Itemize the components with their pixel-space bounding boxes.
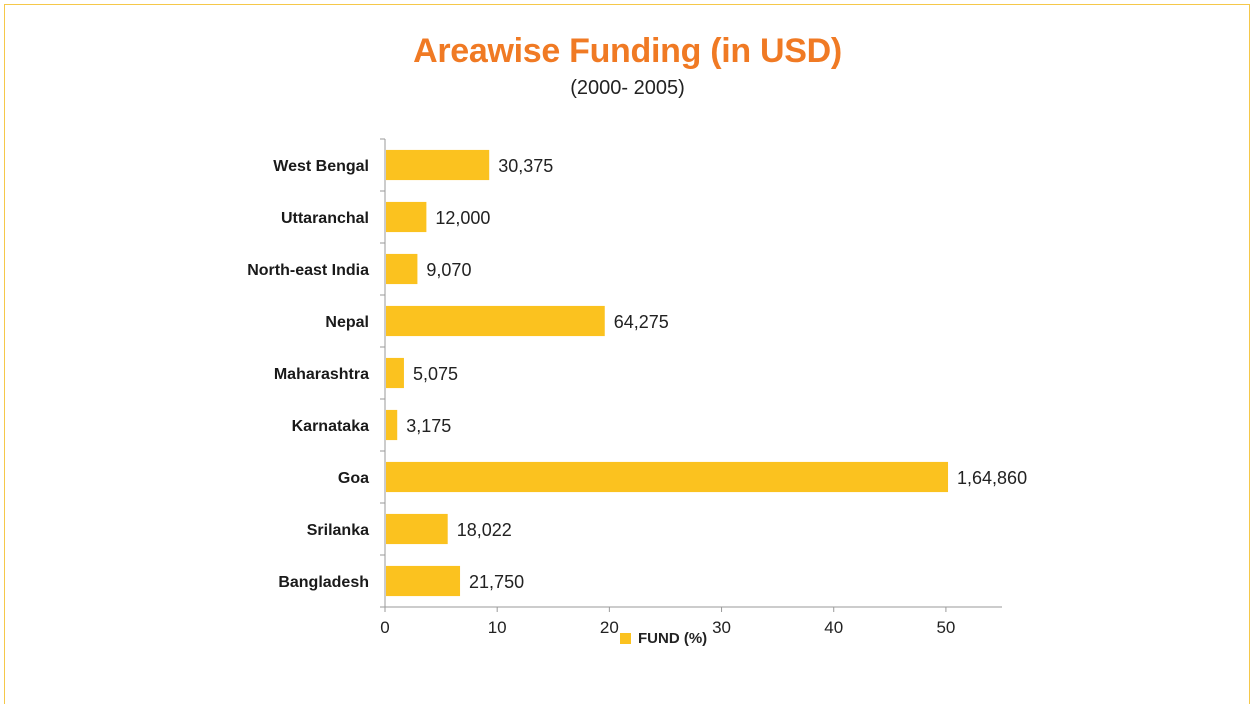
bar: [386, 565, 461, 597]
chart-frame: [4, 4, 1250, 704]
bar: [386, 357, 404, 389]
legend-label: FUND (%): [638, 630, 708, 647]
data-label: 9,070: [426, 260, 471, 280]
bar: [386, 149, 490, 181]
category-label: Srilanka: [307, 522, 369, 539]
data-label: 3,175: [406, 416, 451, 436]
x-tick-label: 20: [600, 618, 619, 637]
data-label: 5,075: [413, 364, 458, 384]
category-label: Nepal: [325, 314, 369, 331]
category-label: West Bengal: [273, 158, 369, 175]
bar: [386, 305, 605, 337]
bar: [386, 253, 418, 285]
data-label: 12,000: [435, 208, 490, 228]
x-tick-label: 30: [712, 618, 731, 637]
data-label: 21,750: [469, 572, 524, 592]
chart-subtitle: (2000- 2005): [570, 77, 685, 99]
bar: [386, 513, 448, 545]
legend-swatch: [620, 633, 631, 644]
category-label: Uttaranchal: [281, 210, 369, 227]
x-tick-label: 40: [824, 618, 843, 637]
category-label: Bangladesh: [278, 574, 369, 591]
bar: [386, 409, 398, 441]
data-label: 1,64,860: [957, 468, 1027, 488]
chart-legend: FUND (%): [620, 630, 707, 647]
bar: [386, 461, 949, 493]
x-tick-label: 10: [488, 618, 507, 637]
data-label: 30,375: [498, 156, 553, 176]
chart-title: Areawise Funding (in USD): [413, 32, 842, 70]
bar: [386, 201, 427, 233]
x-tick-label: 0: [380, 618, 389, 637]
x-tick-label: 50: [936, 618, 955, 637]
category-label: Maharashtra: [274, 366, 369, 383]
category-label: Karnataka: [292, 418, 369, 435]
data-label: 18,022: [457, 520, 512, 540]
data-label: 64,275: [614, 312, 669, 332]
category-label: North-east India: [247, 262, 369, 279]
category-label: Goa: [338, 470, 369, 487]
